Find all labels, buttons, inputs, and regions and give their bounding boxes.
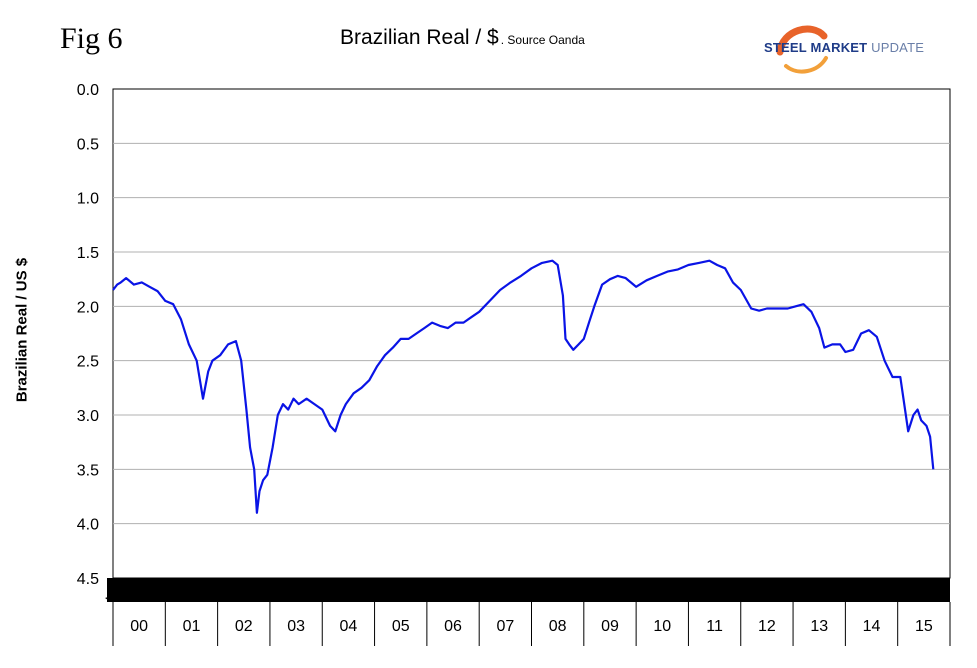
axis-band (107, 578, 950, 602)
logo-word-steel: STEEL (764, 40, 807, 55)
x-tick-label: 00 (130, 618, 148, 635)
y-tick-label: 1.5 (77, 245, 99, 262)
logo-word-update: UPDATE (871, 40, 925, 55)
x-tick-label: 13 (810, 618, 828, 635)
x-tick-label: 11 (706, 618, 723, 635)
x-tick-label: 09 (601, 618, 619, 635)
x-tick-label: 10 (653, 618, 671, 635)
x-tick-label: 05 (392, 618, 410, 635)
logo-text: STEEL MARKET UPDATE (764, 40, 924, 55)
y-tick-label: 4.5 (77, 571, 99, 588)
x-tick-label: 08 (549, 618, 567, 635)
figure-label: Fig 6 (60, 22, 123, 55)
x-tick-label: 01 (183, 618, 201, 635)
y-tick-label: 0.5 (77, 136, 99, 153)
y-tick-label: 3.0 (77, 408, 99, 425)
x-tick-label: 07 (496, 618, 514, 635)
y-tick-label: 4.0 (77, 517, 99, 534)
logo-word-market: MARKET (810, 40, 868, 55)
x-tick-label: 12 (758, 618, 776, 635)
chart-title: Brazilian Real / $ (340, 26, 499, 49)
x-tick-label: 02 (235, 618, 253, 635)
y-tick-label: 2.5 (77, 354, 99, 371)
chart-subtitle: . Source Oanda (500, 33, 585, 47)
x-tick-label: 03 (287, 618, 305, 635)
y-tick-label: 3.5 (77, 462, 99, 479)
logo-swoosh-icon (776, 25, 828, 74)
y-tick-label: 1.0 (77, 191, 99, 208)
x-tick-label: 15 (915, 618, 933, 635)
plot-area (112, 88, 951, 579)
steel-market-update-logo: STEEL MARKET UPDATE (752, 22, 924, 74)
chart-title-block: Brazilian Real / $. Source Oanda (340, 26, 585, 50)
y-tick-label: 0.0 (77, 82, 99, 99)
x-tick-label: 04 (340, 618, 358, 635)
x-tick-label: 14 (863, 618, 881, 635)
x-tick-label: 06 (444, 618, 462, 635)
y-tick-label: 2.0 (77, 299, 99, 316)
axis-band-tip (105, 596, 111, 602)
series-line (112, 259, 935, 514)
